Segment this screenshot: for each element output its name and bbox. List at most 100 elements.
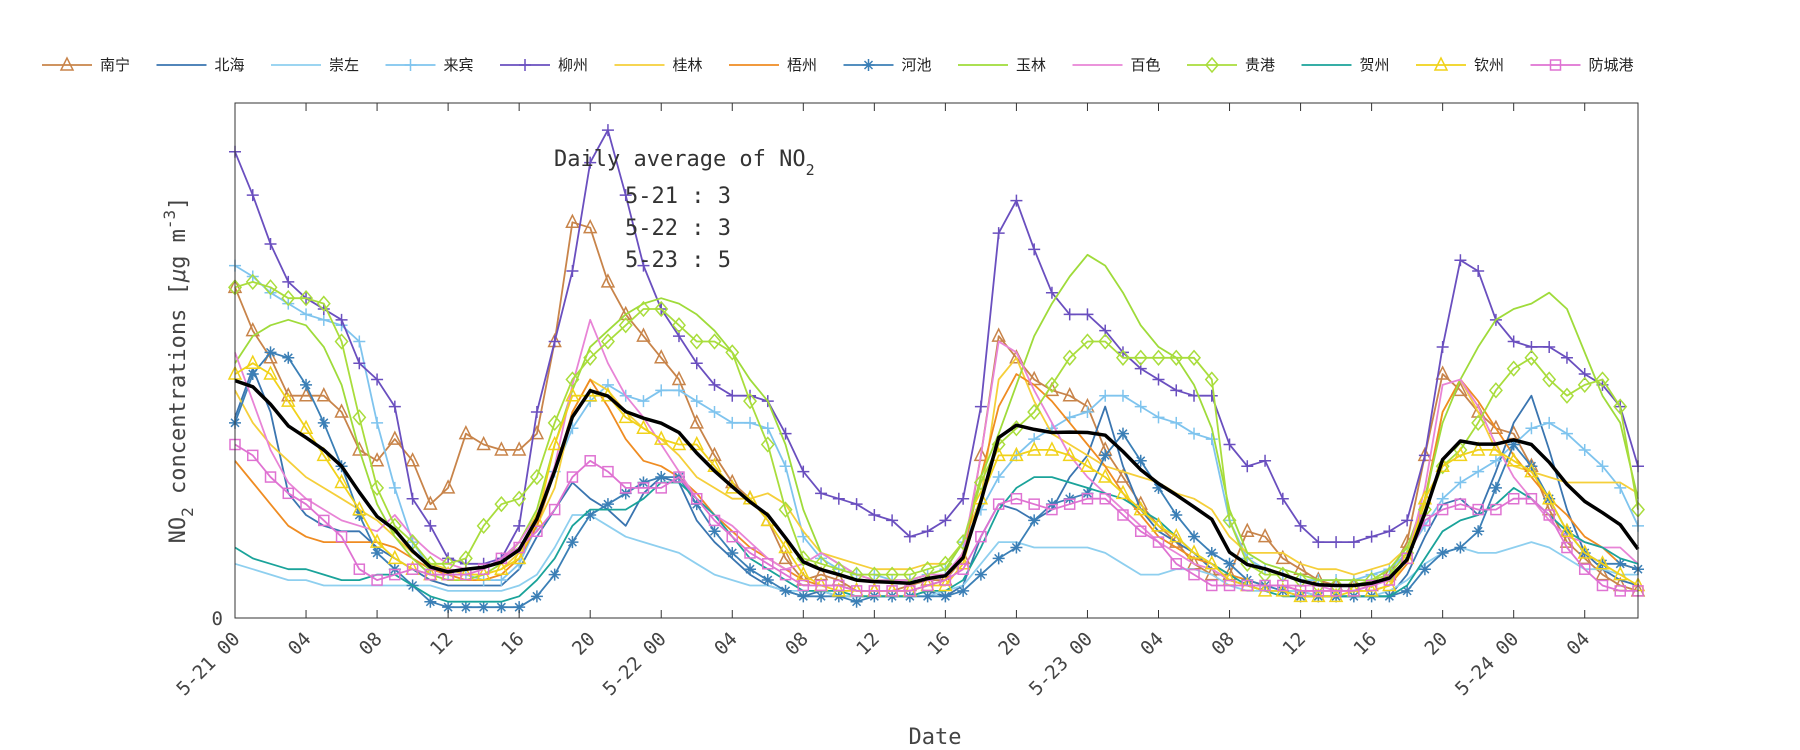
series-point xyxy=(779,460,792,473)
legend-label: 北海 xyxy=(215,56,245,74)
series-point xyxy=(1596,579,1609,592)
series-point xyxy=(1186,544,1202,559)
series-point xyxy=(637,482,650,494)
series-point xyxy=(1259,454,1272,467)
annotation-title: Daily average of NO2 xyxy=(554,147,815,179)
series-point xyxy=(975,530,987,543)
series-point xyxy=(1418,563,1431,576)
legend-item: 防城港 xyxy=(1530,56,1634,74)
series-point xyxy=(725,344,740,361)
legend-label: 玉林 xyxy=(1016,56,1046,74)
series-point xyxy=(886,585,898,597)
series-point xyxy=(601,498,614,511)
series-point xyxy=(1383,525,1396,538)
series-point xyxy=(547,414,562,431)
chart-legend: 南宁 北海 崇左 来宾 柳州 桂林 梧州 河池 玉林 百色 贵港 贺州 钦州 防城港 xyxy=(42,56,1634,74)
series-point xyxy=(1524,349,1539,366)
series-point xyxy=(974,568,987,581)
series-point xyxy=(1507,335,1520,348)
series-point xyxy=(281,290,296,307)
series-point xyxy=(1454,476,1467,489)
series-point xyxy=(1488,382,1503,399)
legend-item: 贵港 xyxy=(1187,56,1275,74)
series-point xyxy=(529,468,544,486)
series-point xyxy=(636,419,651,435)
series-point xyxy=(565,387,580,402)
legend-marker xyxy=(1433,56,1449,71)
x-tick-label: 04 xyxy=(1563,628,1595,660)
series-point xyxy=(1117,509,1129,521)
series-point xyxy=(1489,454,1502,467)
series-point xyxy=(371,574,383,586)
series-point xyxy=(300,498,312,510)
series-point xyxy=(1561,541,1573,554)
series-point xyxy=(992,227,1005,240)
series-point xyxy=(584,509,597,521)
series-point xyxy=(1062,387,1077,402)
x-tick-label: 12 xyxy=(852,628,884,660)
series-point xyxy=(815,579,827,592)
series-point xyxy=(566,536,579,549)
series-point xyxy=(1027,403,1042,421)
series-point xyxy=(495,574,508,587)
series-point xyxy=(1346,577,1361,594)
series-point xyxy=(707,333,722,350)
series-point xyxy=(494,441,509,456)
series-point xyxy=(1205,433,1218,446)
series-point xyxy=(690,357,703,370)
series-point xyxy=(1152,373,1165,386)
series-point xyxy=(1559,387,1574,404)
series-point xyxy=(744,563,757,576)
series-point xyxy=(1116,389,1129,402)
series-point xyxy=(1559,522,1575,538)
series-point xyxy=(1435,365,1450,380)
series-point xyxy=(1009,446,1024,462)
series-point xyxy=(317,416,330,429)
series-point xyxy=(726,546,739,559)
series-point xyxy=(584,156,597,169)
series-point xyxy=(957,584,970,597)
series-point xyxy=(1577,376,1592,394)
series-point xyxy=(600,333,615,350)
series-point xyxy=(655,471,668,484)
series-point xyxy=(957,563,969,575)
x-tick-label: 16 xyxy=(497,628,529,660)
series-point xyxy=(1134,525,1147,538)
series-point xyxy=(1063,498,1076,510)
series-point xyxy=(636,327,651,342)
series-point xyxy=(334,473,349,489)
series-layer xyxy=(227,124,1646,614)
y-axis-label: NO2 concentrations [μg m-3] xyxy=(160,197,197,544)
x-tick-label: 12 xyxy=(1278,628,1310,660)
series-point xyxy=(424,595,437,608)
series-point xyxy=(1188,530,1201,543)
series-point xyxy=(1436,340,1449,353)
series-point xyxy=(1204,555,1219,570)
series-point xyxy=(1257,528,1273,543)
series-point xyxy=(548,335,561,348)
series-point xyxy=(1560,427,1573,440)
series-e58d97e5ae81 xyxy=(227,213,1646,597)
series-point xyxy=(476,517,491,534)
series-point xyxy=(1436,546,1449,559)
series-point xyxy=(991,436,1006,453)
series-point xyxy=(1578,443,1591,456)
series-point xyxy=(513,601,526,614)
series-point xyxy=(318,514,330,527)
series-point xyxy=(371,373,384,386)
legend-item: 贺州 xyxy=(1301,56,1390,74)
series-point xyxy=(531,525,543,538)
series-point xyxy=(405,452,420,467)
series-point xyxy=(459,601,472,614)
series-point xyxy=(850,585,863,597)
series-point xyxy=(440,479,456,494)
legend-item: 梧州 xyxy=(729,56,817,74)
series-point xyxy=(1134,400,1147,413)
series-point xyxy=(1525,422,1538,435)
x-tick-label: 20 xyxy=(994,628,1026,660)
series-point xyxy=(1524,462,1539,478)
series-point xyxy=(352,409,367,426)
series-point xyxy=(1472,503,1484,516)
series-point xyxy=(673,471,685,483)
series-point xyxy=(1081,308,1094,321)
